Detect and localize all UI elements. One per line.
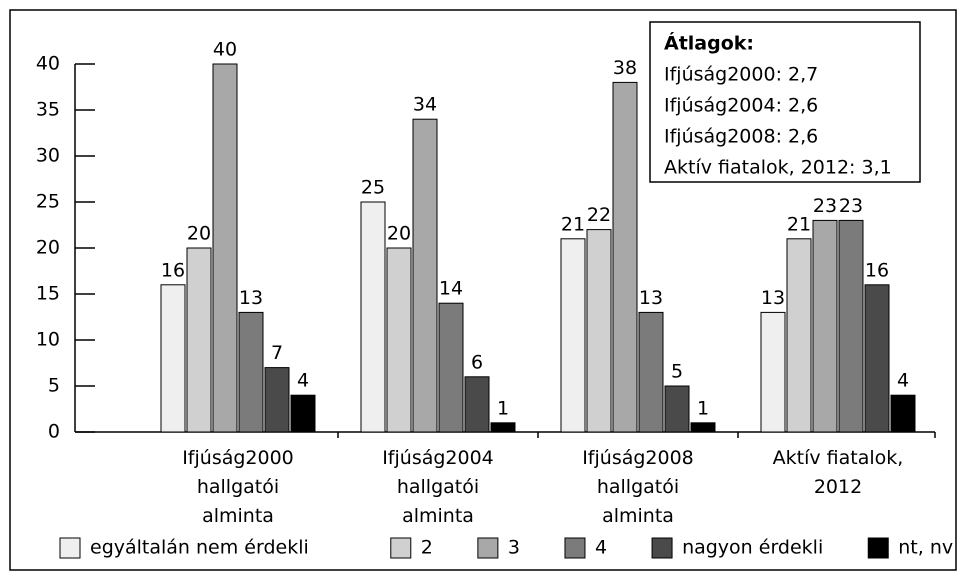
bar xyxy=(664,385,690,433)
annotation-line: Aktív fiatalok, 2012: 3,1 xyxy=(664,157,892,179)
bar xyxy=(690,422,716,433)
value-label: 1 xyxy=(497,397,509,419)
bar xyxy=(586,229,612,433)
bar xyxy=(360,201,386,433)
bar xyxy=(786,238,812,433)
bar xyxy=(864,284,890,433)
value-label: 13 xyxy=(239,287,263,309)
legend-swatch xyxy=(564,537,586,559)
legend-label: 3 xyxy=(508,537,520,559)
legend-label: 2 xyxy=(421,537,433,559)
value-label: 34 xyxy=(413,94,437,116)
bar xyxy=(464,376,490,433)
legend-swatch xyxy=(59,537,81,559)
value-label: 4 xyxy=(297,370,309,392)
value-label: 1 xyxy=(697,397,709,419)
y-tick-label: 40 xyxy=(36,53,60,75)
value-label: 40 xyxy=(213,39,237,61)
value-label: 23 xyxy=(813,195,837,217)
legend-swatch xyxy=(477,537,499,559)
value-label: 22 xyxy=(587,204,611,226)
y-tick-label: 15 xyxy=(36,283,60,305)
y-tick-label: 20 xyxy=(36,237,60,259)
value-label: 20 xyxy=(187,223,211,245)
bar xyxy=(760,311,786,433)
legend-swatch xyxy=(651,537,673,559)
y-tick-label: 10 xyxy=(36,329,60,351)
bar xyxy=(812,219,838,433)
bar xyxy=(160,284,186,433)
y-tick-label: 5 xyxy=(48,375,60,397)
bar xyxy=(212,63,238,433)
legend-label: 4 xyxy=(595,537,607,559)
value-label: 5 xyxy=(671,361,683,383)
bar xyxy=(386,247,412,433)
bar xyxy=(612,81,638,433)
value-label: 6 xyxy=(471,351,483,373)
annotation-line: Ifjúság2008: 2,6 xyxy=(664,126,818,148)
value-label: 38 xyxy=(613,57,637,79)
value-label: 7 xyxy=(271,342,283,364)
bar xyxy=(638,311,664,433)
legend-label: nagyon érdekli xyxy=(682,537,823,559)
value-label: 21 xyxy=(787,213,811,235)
y-tick-label: 0 xyxy=(48,421,60,443)
y-tick-label: 30 xyxy=(36,145,60,167)
y-tick-label: 25 xyxy=(36,191,60,213)
value-label: 16 xyxy=(865,259,889,281)
legend-swatch xyxy=(867,537,889,559)
annotation-line: Átlagok: xyxy=(664,32,754,55)
annotation-line: Ifjúság2004: 2,6 xyxy=(664,95,818,117)
x-tick-label: Aktív fiatalok, 2012 xyxy=(773,447,904,498)
x-tick-label: Ifjúság2008 hallgatói alminta xyxy=(582,447,694,527)
value-label: 23 xyxy=(839,195,863,217)
y-tick-label: 35 xyxy=(36,99,60,121)
legend-label: nt, nv xyxy=(898,537,953,559)
value-label: 13 xyxy=(761,287,785,309)
annotation-box xyxy=(649,21,921,183)
value-label: 21 xyxy=(561,213,585,235)
bar xyxy=(238,311,264,433)
legend-swatch xyxy=(390,537,412,559)
value-label: 4 xyxy=(897,370,909,392)
bar xyxy=(186,247,212,433)
x-tick-label: Ifjúság2000 hallgatói alminta xyxy=(182,447,294,527)
value-label: 20 xyxy=(387,223,411,245)
x-tick-label: Ifjúság2004 hallgatói alminta xyxy=(382,447,494,527)
bar xyxy=(438,302,464,433)
annotation-line: Ifjúság2000: 2,7 xyxy=(664,64,818,86)
bar xyxy=(490,422,516,433)
value-label: 16 xyxy=(161,259,185,281)
value-label: 25 xyxy=(361,177,385,199)
value-label: 14 xyxy=(439,278,463,300)
bar xyxy=(264,367,290,433)
bar xyxy=(412,118,438,433)
bar xyxy=(890,394,916,433)
legend-label: egyáltalán nem érdekli xyxy=(90,537,309,559)
bar xyxy=(290,394,316,433)
bar xyxy=(838,219,864,433)
value-label: 13 xyxy=(639,287,663,309)
bar xyxy=(560,238,586,433)
